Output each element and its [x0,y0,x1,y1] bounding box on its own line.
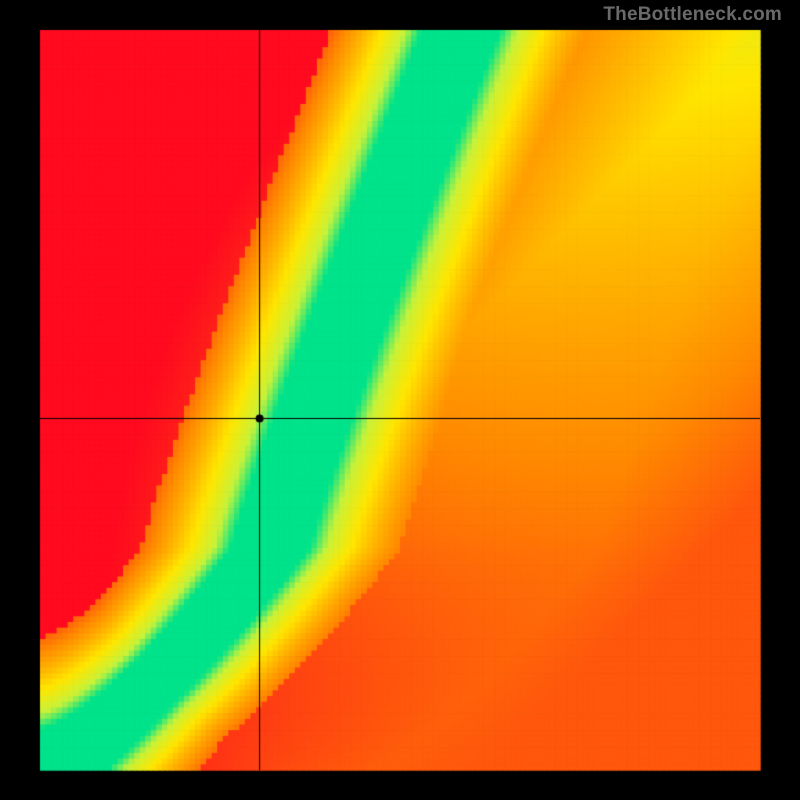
watermark-text: TheBottleneck.com [603,4,782,26]
chart-container: TheBottleneck.com [0,0,800,800]
bottleneck-heatmap [0,0,800,800]
